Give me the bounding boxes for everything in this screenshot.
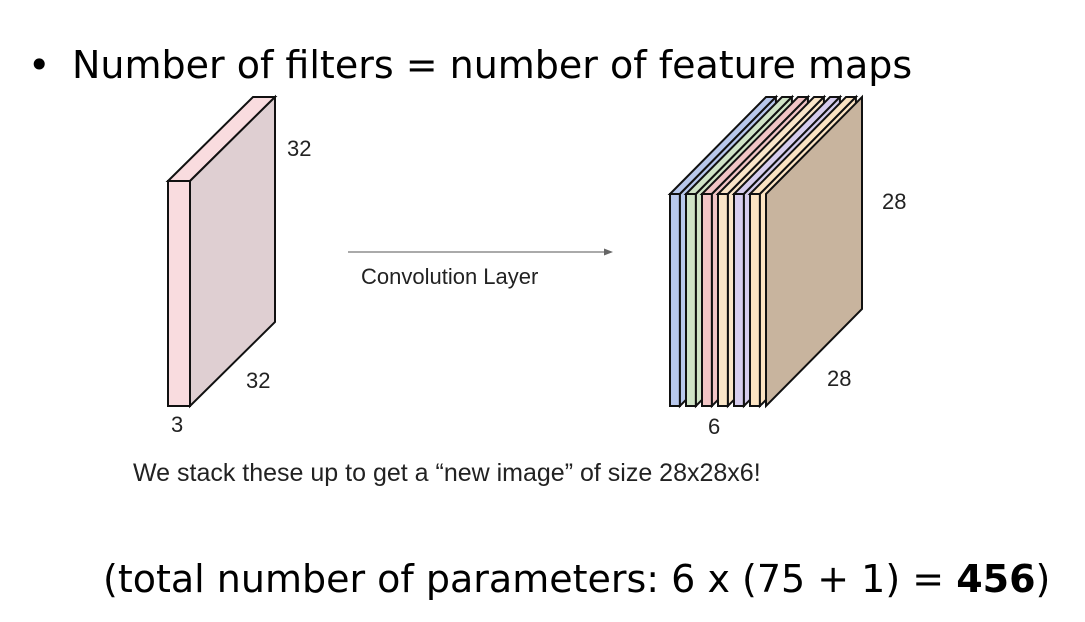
feature-map-front-1 [669,193,681,407]
bullet-symbol: • [28,43,51,87]
arrow-head [604,248,613,256]
output-back-face [765,94,863,409]
input-volume: 32 32 3 [165,94,311,437]
input-front-face [167,180,191,407]
feature-map-front-2 [685,193,697,407]
output-height-label: 28 [882,189,906,214]
input-side-face [189,94,276,409]
params-prefix: (total number of parameters: 6 x (75 + 1… [103,557,957,601]
feature-map-front-5 [733,193,745,407]
feature-map-front-6 [749,193,761,407]
input-height-label: 32 [287,136,311,161]
arrow-label: Convolution Layer [361,264,538,289]
bullet-heading: • Number of filters = number of feature m… [28,38,912,92]
params-suffix: ) [1035,557,1051,601]
input-width-label: 32 [246,368,270,393]
input-depth-label: 3 [171,412,183,437]
stack-caption: We stack these up to get a “new image” o… [133,459,761,487]
output-width-label: 28 [827,366,851,391]
params-value: 456 [956,557,1036,601]
output-depth-label: 6 [708,414,720,439]
parameter-count: (total number of parameters: 6 x (75 + 1… [103,552,1050,606]
feature-map-front-3 [701,193,713,407]
output-volume: 28 28 6 [667,94,906,439]
feature-map-front-4 [717,193,729,407]
bullet-text: Number of filters = number of feature ma… [72,43,913,87]
convolution-arrow: Convolution Layer [348,248,613,289]
